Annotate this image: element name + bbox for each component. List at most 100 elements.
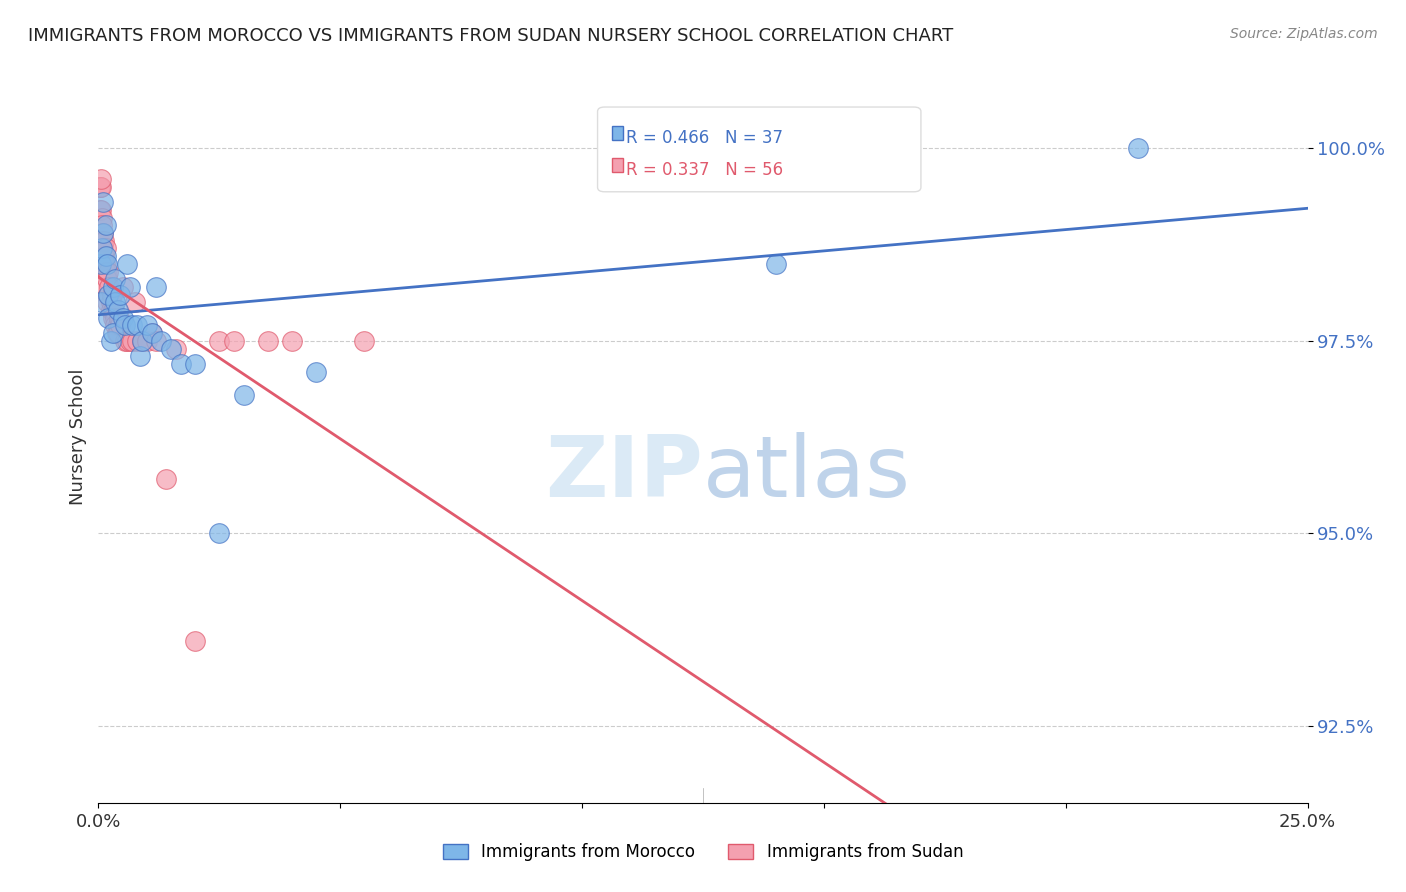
- Point: [155, 472, 177, 486]
- Point: [90, 202, 112, 217]
- Legend: Immigrants from Morocco, Immigrants from Sudan: Immigrants from Morocco, Immigrants from…: [436, 837, 970, 868]
- Point: [222, 334, 245, 348]
- Point: [94, 280, 117, 294]
- Point: [91, 226, 114, 240]
- Point: [281, 334, 304, 348]
- Point: [305, 365, 328, 379]
- Point: [91, 226, 114, 240]
- Point: [114, 334, 136, 348]
- Point: [90, 179, 112, 194]
- Point: [101, 280, 124, 294]
- Point: [121, 334, 143, 348]
- Point: [104, 295, 127, 310]
- Point: [91, 234, 114, 248]
- Point: [184, 634, 207, 648]
- Point: [108, 287, 131, 301]
- Point: [131, 334, 153, 348]
- Point: [89, 234, 111, 248]
- Point: [131, 334, 153, 348]
- Point: [94, 249, 117, 263]
- Point: [114, 318, 136, 333]
- Point: [93, 257, 115, 271]
- Point: [105, 326, 128, 340]
- Point: [93, 234, 115, 248]
- Point: [100, 334, 122, 348]
- Point: [98, 280, 121, 294]
- Text: IMMIGRANTS FROM MOROCCO VS IMMIGRANTS FROM SUDAN NURSERY SCHOOL CORRELATION CHAR: IMMIGRANTS FROM MOROCCO VS IMMIGRANTS FR…: [28, 27, 953, 45]
- Point: [107, 310, 129, 325]
- Point: [90, 211, 112, 225]
- Point: [353, 334, 375, 348]
- Point: [96, 295, 118, 310]
- Point: [232, 388, 254, 402]
- Point: [160, 342, 183, 356]
- Point: [94, 219, 117, 233]
- Point: [256, 334, 278, 348]
- Point: [91, 195, 114, 210]
- Point: [127, 318, 149, 333]
- Point: [104, 310, 127, 325]
- Point: [141, 326, 163, 340]
- Point: [111, 280, 134, 294]
- Point: [108, 318, 131, 333]
- Point: [124, 295, 146, 310]
- Point: [107, 326, 129, 340]
- Point: [104, 318, 127, 333]
- Text: R = 0.337   N = 56: R = 0.337 N = 56: [626, 161, 783, 178]
- Point: [89, 202, 111, 217]
- Point: [1128, 141, 1150, 155]
- Point: [94, 264, 117, 278]
- Point: [765, 257, 787, 271]
- Point: [101, 326, 124, 340]
- Point: [145, 280, 167, 294]
- Point: [118, 334, 141, 348]
- Point: [117, 334, 139, 348]
- Point: [91, 219, 114, 233]
- Point: [107, 303, 129, 318]
- Point: [127, 334, 149, 348]
- Point: [100, 295, 122, 310]
- Point: [91, 242, 114, 256]
- Point: [184, 357, 207, 371]
- Point: [93, 249, 115, 263]
- Point: [141, 326, 163, 340]
- Text: R = 0.466   N = 37: R = 0.466 N = 37: [626, 129, 783, 147]
- Point: [103, 303, 125, 318]
- Point: [118, 280, 141, 294]
- Point: [91, 257, 114, 271]
- Point: [101, 310, 124, 325]
- Point: [150, 334, 173, 348]
- Point: [97, 287, 120, 301]
- Point: [90, 257, 112, 271]
- Point: [107, 318, 129, 333]
- Point: [96, 272, 118, 286]
- Point: [208, 526, 231, 541]
- Text: ZIP: ZIP: [546, 432, 703, 516]
- Point: [89, 179, 111, 194]
- Point: [96, 257, 118, 271]
- Point: [100, 303, 122, 318]
- Text: atlas: atlas: [703, 432, 911, 516]
- Point: [145, 334, 167, 348]
- Point: [104, 272, 127, 286]
- Point: [111, 310, 134, 325]
- Point: [89, 179, 111, 194]
- Point: [91, 242, 114, 256]
- Point: [90, 295, 112, 310]
- Point: [101, 303, 124, 318]
- Point: [135, 318, 157, 333]
- Point: [165, 342, 187, 356]
- Point: [128, 349, 150, 363]
- Point: [121, 318, 143, 333]
- Point: [169, 357, 191, 371]
- Point: [101, 287, 124, 301]
- Point: [97, 310, 120, 325]
- Point: [97, 287, 120, 301]
- Point: [97, 264, 120, 278]
- Text: Source: ZipAtlas.com: Source: ZipAtlas.com: [1230, 27, 1378, 41]
- Y-axis label: Nursery School: Nursery School: [69, 368, 87, 506]
- Point: [90, 172, 112, 186]
- Point: [117, 257, 139, 271]
- Point: [208, 334, 231, 348]
- Point: [135, 334, 157, 348]
